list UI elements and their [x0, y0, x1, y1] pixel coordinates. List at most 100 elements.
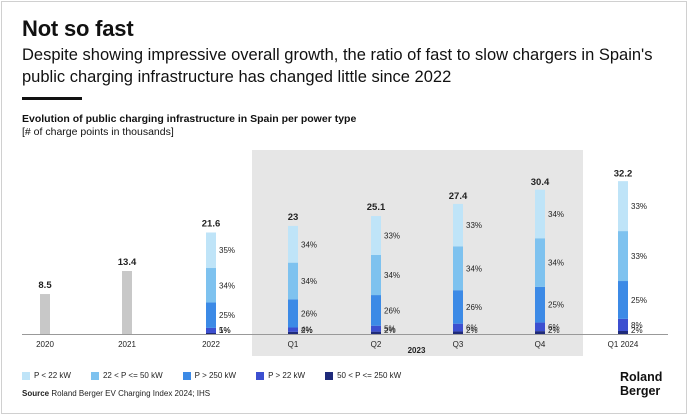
bar-segment [206, 268, 216, 303]
segment-share-label: 25% [548, 301, 564, 310]
segment-share-label: 35% [219, 246, 235, 255]
segment-share-label: 4% [301, 326, 313, 335]
bar-segment [535, 331, 545, 334]
chart-legend: P < 22 kW 22 < P <= 50 kW P > 250 kW P >… [22, 371, 401, 380]
segment-share-label: 2% [548, 326, 560, 335]
legend-item: 22 < P <= 50 kW [90, 371, 163, 380]
bar-segment [618, 318, 628, 331]
chart-title: Evolution of public charging infrastruct… [22, 113, 357, 125]
segment-share-label: 34% [548, 259, 564, 268]
bar-segment [535, 286, 545, 323]
bar-segment [371, 325, 381, 332]
legend-item: P > 22 kW [256, 371, 305, 380]
x-tick-label: Q3 [453, 340, 464, 349]
segment-share-label: 5% [219, 326, 231, 335]
group-label-2023: 2023 [408, 346, 426, 355]
bar-segment [535, 189, 545, 239]
bar-segment [535, 238, 545, 287]
bar-total-label: 21.6 [202, 218, 221, 229]
x-tick-label: Q4 [535, 340, 546, 349]
x-tick-label: 2021 [118, 340, 136, 349]
bar-segment [618, 281, 628, 319]
segment-share-label: 34% [219, 281, 235, 290]
bar-segment [288, 331, 298, 334]
bar-total-label: 27.4 [449, 191, 468, 202]
legend-swatch [182, 371, 191, 380]
source-text: Roland Berger EV Charging Index 2024; IH… [51, 389, 211, 398]
segment-share-label: 34% [301, 240, 317, 249]
legend-swatch [22, 371, 30, 380]
title-divider [22, 97, 82, 100]
segment-share-label: 2% [466, 326, 478, 335]
bar-segment [371, 216, 381, 255]
logo-line-1: Roland [620, 370, 663, 384]
bar-segment [453, 203, 463, 247]
legend-label: 22 < P <= 50 kW [102, 371, 163, 380]
source-note: Source Roland Berger EV Charging Index 2… [22, 389, 210, 398]
bar-segment [453, 331, 463, 334]
segment-share-label: 2% [631, 326, 643, 335]
segment-share-label: 33% [631, 252, 647, 261]
segment-share-label: 6% [466, 324, 478, 333]
legend-label: 50 < P <= 250 kW [337, 371, 402, 380]
bar-segment [371, 295, 381, 326]
legend-item: 50 < P <= 250 kW [325, 371, 401, 380]
segment-share-label: 26% [301, 309, 317, 318]
bar-segment [618, 231, 628, 282]
bar-total [122, 271, 132, 334]
bar-total-label: 8.5 [38, 280, 52, 291]
segment-share-label: 33% [466, 221, 482, 230]
bar-segment [206, 302, 216, 328]
legend-label: P > 250 kW [194, 371, 237, 380]
bar-segment [288, 299, 298, 328]
bar-segment [288, 262, 298, 300]
legend-swatch [90, 371, 99, 380]
segment-share-label: 33% [631, 202, 647, 211]
x-tick-label: Q1 [288, 340, 299, 349]
segment-share-label: 1% [219, 326, 231, 335]
bar-total [40, 294, 50, 334]
bar-segment [288, 225, 298, 263]
bar-segment [371, 254, 381, 296]
x-tick-label: Q2 [371, 340, 382, 349]
bar-segment [371, 331, 381, 334]
segment-share-label: 25% [631, 296, 647, 305]
legend-item: P > 250 kW [182, 371, 237, 380]
segment-share-label: 34% [466, 264, 482, 273]
bar-segment [288, 327, 298, 332]
legend-label: P > 22 kW [268, 371, 306, 380]
segment-share-label: 34% [548, 210, 564, 219]
segment-share-label: 2% [384, 326, 396, 335]
bar-total-label: 25.1 [367, 202, 386, 213]
bar-segment [206, 332, 216, 334]
segment-share-label: 33% [384, 231, 400, 240]
legend-swatch [325, 371, 334, 380]
bar-segment [453, 246, 463, 291]
bar-total-label: 13.4 [118, 257, 137, 268]
bar-total-label: 23 [288, 212, 299, 223]
bar-segment [453, 290, 463, 324]
logo-line-2: Berger [620, 384, 661, 398]
segment-share-label: 26% [384, 306, 400, 315]
segment-share-label: 5% [384, 325, 396, 334]
bar-segment [453, 323, 463, 332]
bar-total-label: 30.4 [531, 177, 550, 188]
bar-segment [618, 330, 628, 334]
roland-berger-logo: Roland Berger [620, 370, 662, 398]
bar-segment [535, 322, 545, 332]
segment-share-label: 34% [301, 277, 317, 286]
segment-share-label: 2% [301, 326, 313, 335]
segment-share-label: 34% [384, 271, 400, 280]
source-label: Source [22, 389, 50, 398]
x-tick-label: 2020 [36, 340, 54, 349]
legend-item: P < 22 kW [22, 371, 71, 380]
highlight-2023-panel [252, 150, 583, 356]
legend-label: P < 22 kW [34, 371, 71, 380]
chart-unit-label: [# of charge points in thousands] [22, 126, 174, 138]
segment-share-label: 8% [631, 321, 643, 330]
x-tick-label: Q1 2024 [608, 340, 639, 349]
bar-segment [206, 232, 216, 269]
x-tick-label: 2022 [202, 340, 220, 349]
